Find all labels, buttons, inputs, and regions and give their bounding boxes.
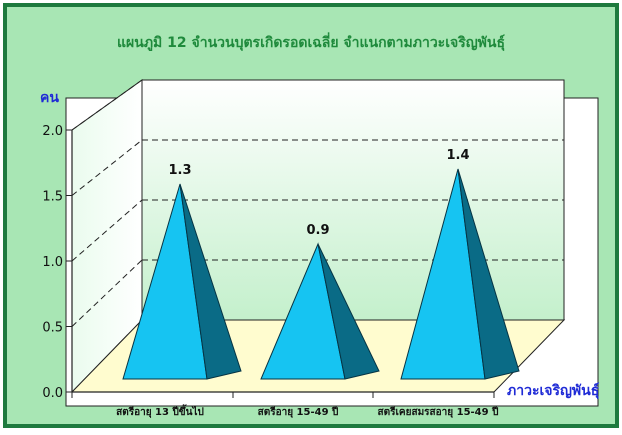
gridline-side — [71, 79, 143, 131]
pyramid-side-face — [457, 168, 520, 380]
y-tick-label: 2.0 — [42, 124, 63, 139]
y-tick-label: 0.5 — [42, 321, 63, 336]
bars: 1.3 0.9 1.4 — [122, 148, 520, 380]
data-label: 0.9 — [306, 223, 329, 238]
y-axis-title: คน — [40, 90, 59, 106]
gridline-side — [71, 199, 143, 262]
y-ticks: 0.0 0.5 1.0 1.5 2.0 — [42, 124, 72, 401]
chart-title: แผนภูมิ 12 จำนวนบุตรเกิดรอดเฉลี่ย จำแนกต… — [117, 32, 505, 51]
y-tick-label: 1.5 — [42, 190, 63, 205]
pyramid-side-face — [317, 243, 380, 380]
gridline-side — [71, 139, 143, 196]
data-label: 1.4 — [446, 148, 469, 163]
gridlines — [71, 79, 564, 327]
pyramid-side-face — [179, 183, 242, 380]
y-tick-label: 1.0 — [42, 255, 63, 270]
y-tick-label: 0.0 — [42, 386, 63, 401]
x-tick-label: สตรีอายุ 13 ปีขึ้นไป — [116, 404, 204, 418]
x-ticks: สตรีอายุ 13 ปีขึ้นไป สตรีอายุ 15-49 ปี สตร… — [71, 392, 499, 418]
gridline-side — [71, 259, 143, 327]
x-tick-label: สตรีเคยสมรสอายุ 15-49 ปี — [378, 406, 499, 418]
x-axis-title: ภาวะเจริญพันธุ์ — [507, 382, 599, 399]
x-tick-label: สตรีอายุ 15-49 ปี — [258, 406, 339, 418]
data-label: 1.3 — [168, 163, 191, 178]
